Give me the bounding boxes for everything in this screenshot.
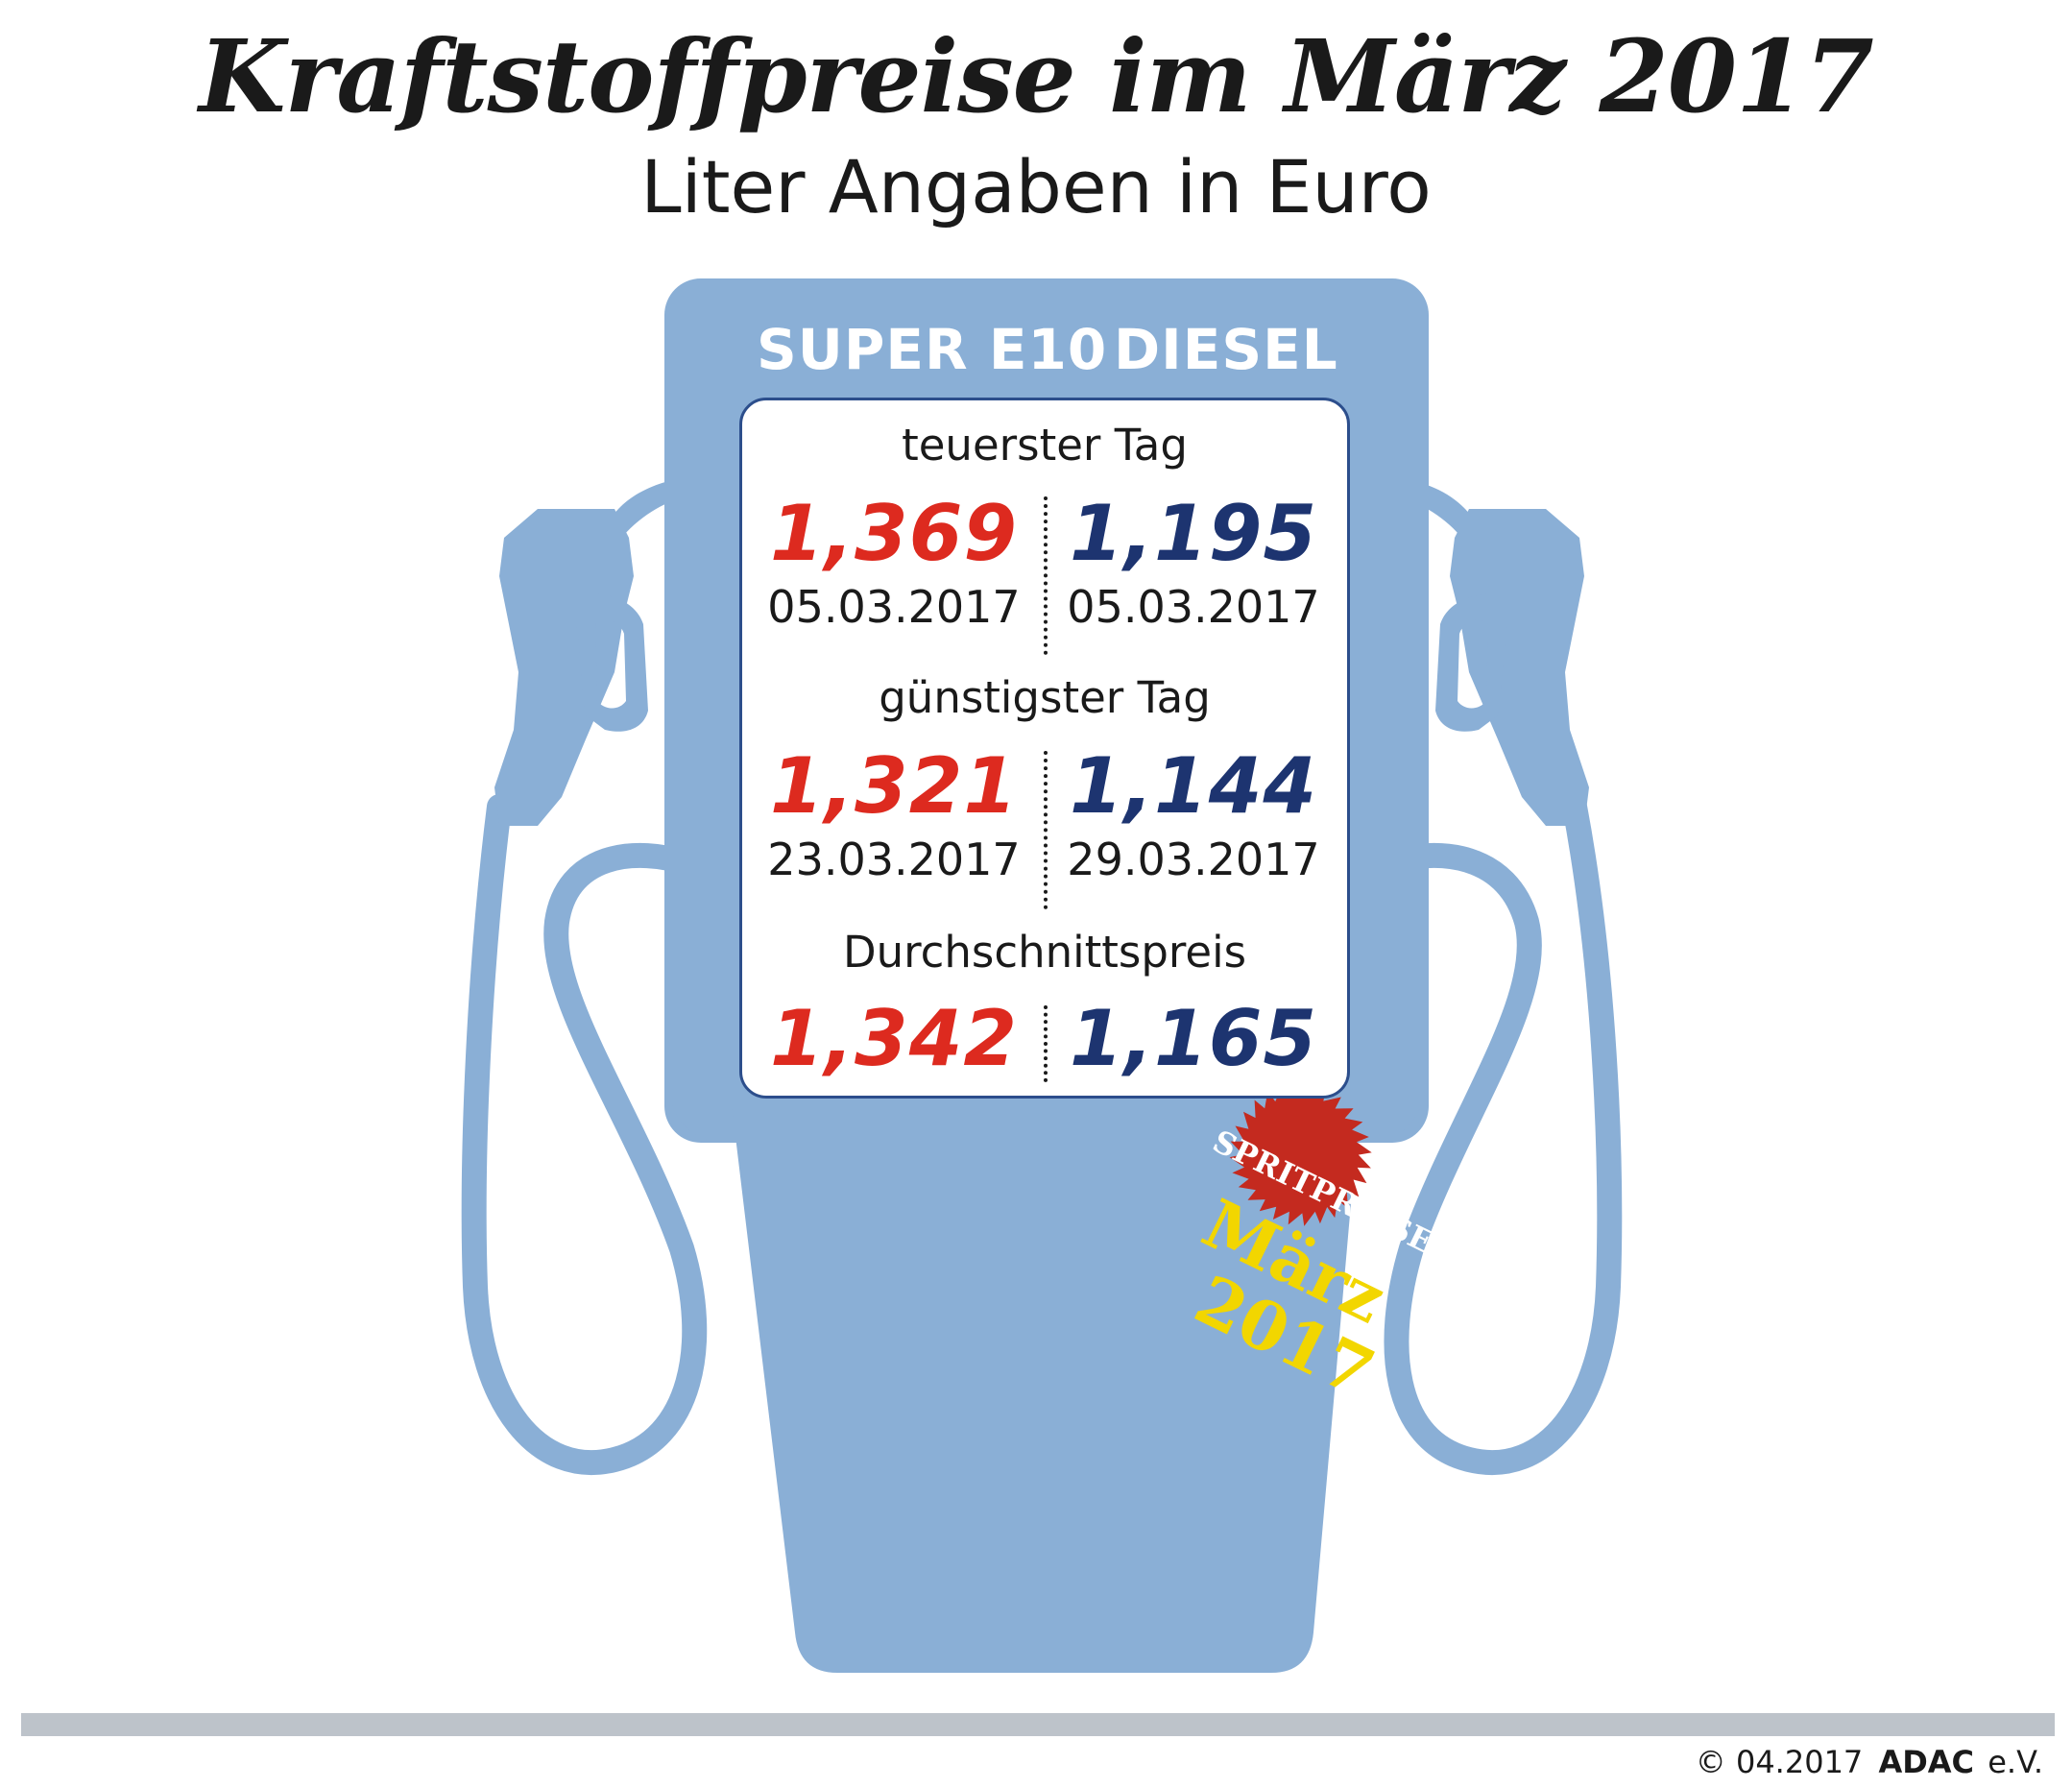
footer-suffix: e.V.	[1988, 1744, 2043, 1780]
footer-copyright: © 04.2017	[1695, 1744, 1864, 1780]
page-subtitle: Liter Angaben in Euro	[640, 144, 1432, 230]
footer-credit: © 04.2017 ADAC e.V.	[1696, 1744, 2043, 1780]
section-label-highest: teuerster Tag	[902, 420, 1188, 471]
badge-starburst	[1229, 1082, 1372, 1226]
page-title: Kraftstoffpreise im März 2017	[199, 17, 1874, 135]
column-header-diesel: DIESEL	[1114, 317, 1338, 382]
divider-average	[1044, 1005, 1048, 1082]
e10-price-lowest: 1,321	[769, 741, 1019, 831]
diesel-price-average: 1,165	[1069, 994, 1318, 1083]
section-label-lowest: günstigster Tag	[879, 672, 1211, 723]
column-header-e10: SUPER E10	[757, 317, 1108, 382]
divider-lowest	[1044, 751, 1048, 909]
footer-brand: ADAC	[1878, 1744, 1975, 1780]
diesel-date-highest: 05.03.2017	[1067, 581, 1320, 633]
nozzle-right	[1407, 451, 1589, 826]
e10-price-average: 1,342	[769, 994, 1019, 1083]
section-label-average: Durchschnittspreis	[842, 927, 1247, 978]
footer-divider	[21, 1713, 2055, 1736]
e10-date-lowest: 23.03.2017	[767, 834, 1021, 885]
price-panel: teuerster Tag 1,369 1,195 05.03.2017 05.…	[739, 398, 1350, 1099]
hose-right	[1370, 794, 1623, 1476]
hose-left	[461, 794, 708, 1476]
diesel-price-lowest: 1,144	[1069, 741, 1318, 831]
diesel-price-highest: 1,195	[1069, 489, 1318, 578]
e10-date-highest: 05.03.2017	[767, 581, 1021, 633]
divider-highest	[1044, 496, 1048, 655]
e10-price-highest: 1,369	[769, 489, 1019, 578]
nozzle-left	[494, 451, 677, 826]
diesel-date-lowest: 29.03.2017	[1067, 834, 1320, 885]
